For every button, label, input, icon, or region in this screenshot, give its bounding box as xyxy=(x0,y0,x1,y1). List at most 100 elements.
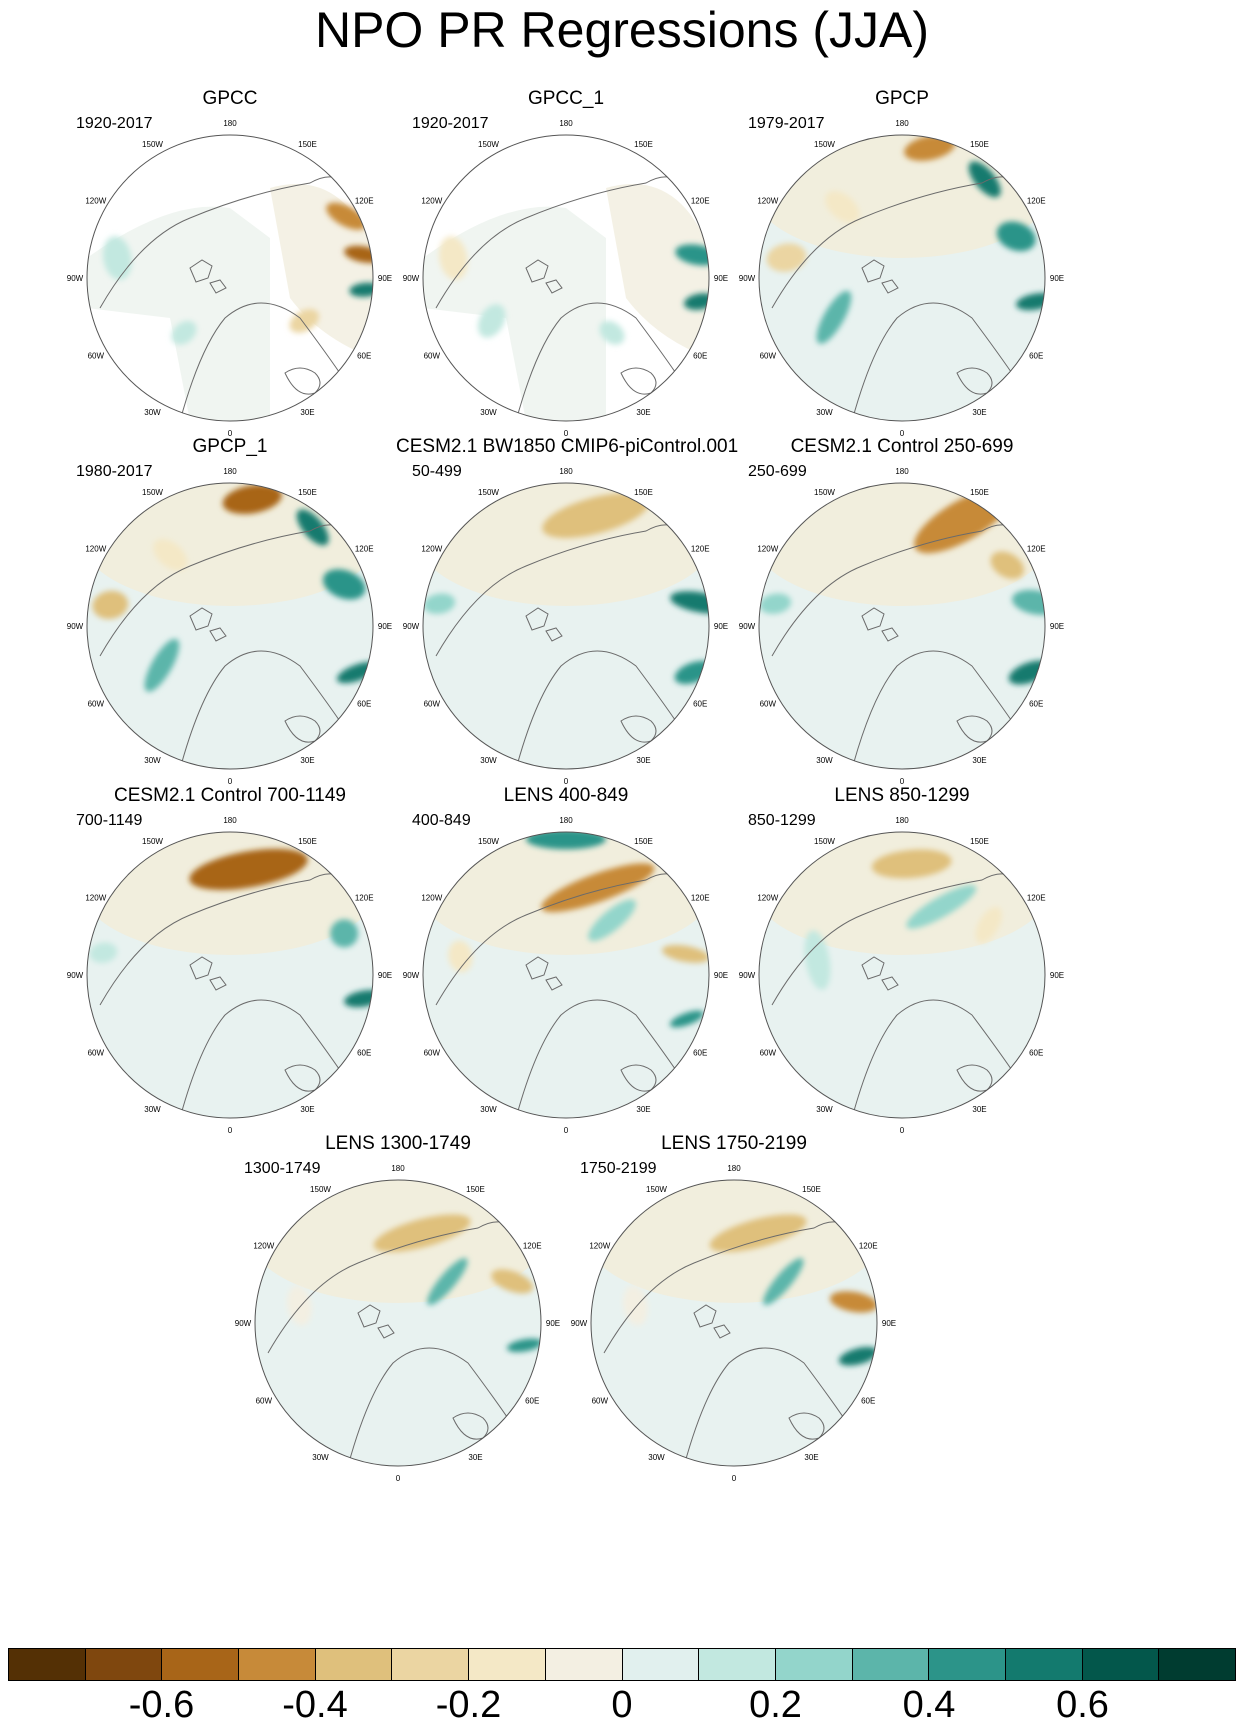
coastline xyxy=(357,1304,395,1339)
longitude-label: 0 xyxy=(564,429,569,438)
panel-period: 1300-1749 xyxy=(244,1160,321,1177)
longitude-label: 90E xyxy=(546,1319,560,1328)
longitude-label: 30W xyxy=(816,1105,833,1114)
coastline xyxy=(189,259,227,294)
longitude-label: 90E xyxy=(378,274,392,283)
map-boundary xyxy=(422,831,710,1119)
colorbar-swatch xyxy=(9,1649,86,1680)
longitude-label: 150E xyxy=(466,1185,485,1194)
colorbar-tick-label: 0.6 xyxy=(1056,1684,1109,1726)
longitude-label: 60E xyxy=(693,352,707,361)
colorbar-tick-label: -0.6 xyxy=(128,1684,195,1726)
panel-title: LENS 1300-1749 xyxy=(325,1133,471,1154)
coastline xyxy=(179,650,351,769)
colorbar-swatch xyxy=(622,1649,700,1680)
longitude-label: 120E xyxy=(523,1242,542,1251)
coastline xyxy=(525,607,563,642)
longitude-label: 30E xyxy=(636,408,650,417)
longitude-label: 60W xyxy=(88,700,105,709)
anomaly-area xyxy=(906,885,977,929)
longitude-label: 150W xyxy=(478,488,499,497)
coastline xyxy=(956,367,993,395)
anomaly-area xyxy=(92,590,129,620)
longitude-label: 30E xyxy=(468,1453,482,1462)
anomaly-area xyxy=(330,919,359,948)
polar-map: 180 150E 120E 90E 60E 30E 0 30W 60W 90W 120W 150W xyxy=(739,467,1064,786)
longitude-label: 150W xyxy=(814,488,835,497)
anomaly-area xyxy=(804,930,831,990)
longitude-label: 120W xyxy=(85,894,106,903)
longitude-label: 90W xyxy=(403,971,420,980)
longitude-label: 30E xyxy=(804,1453,818,1462)
colorbar-tick-label: -0.2 xyxy=(435,1684,502,1726)
coastline xyxy=(189,956,227,991)
longitude-label: 90W xyxy=(67,274,84,283)
longitude-label: 30E xyxy=(636,756,650,765)
longitude-label: 180 xyxy=(559,467,573,476)
panel-title: LENS 1750-2199 xyxy=(661,1133,807,1154)
panel-period: 1750-2199 xyxy=(580,1160,657,1177)
longitude-label: 120W xyxy=(85,197,106,206)
anomaly-area xyxy=(996,221,1036,252)
coastline xyxy=(693,1304,731,1339)
map-panel: 180 150E 120E 90E 60E 30E 0 30W 60W 90W 120W 150W L… xyxy=(228,1133,568,1498)
longitude-label: 90E xyxy=(1050,971,1064,980)
coastline xyxy=(620,715,657,743)
anomaly-area xyxy=(541,863,655,913)
longitude-label: 120W xyxy=(757,894,778,903)
longitude-label: 150W xyxy=(478,837,499,846)
coastline xyxy=(861,956,899,991)
figure-title: NPO PR Regressions (JJA) xyxy=(314,2,930,58)
polar-map: 180 150E 120E 90E 60E 30E 0 30W 60W 90W 120W 150W xyxy=(739,816,1064,1135)
longitude-label: 60E xyxy=(525,1397,539,1406)
map-panel: 180 150E 120E 90E 60E 30E 0 30W 60W 90W 120W 150W G… xyxy=(732,88,1072,453)
polar-map: 180 150E 120E 90E 60E 30E 0 30W 60W 90W 120W 150W xyxy=(67,816,392,1135)
longitude-label: 90E xyxy=(714,971,728,980)
longitude-label: 90W xyxy=(403,274,420,283)
longitude-label: 180 xyxy=(223,467,237,476)
longitude-label: 0 xyxy=(228,429,233,438)
panel-period: 700-1149 xyxy=(76,812,143,829)
panel-title: LENS 400-849 xyxy=(503,785,629,806)
map-boundary xyxy=(422,134,710,422)
longitude-label: 150E xyxy=(970,140,989,149)
longitude-label: 90E xyxy=(714,274,728,283)
anomaly-area xyxy=(662,944,709,963)
field-band xyxy=(759,483,1045,606)
panel-title: GPCP_1 xyxy=(192,436,268,457)
longitude-label: 30W xyxy=(816,756,833,765)
anomaly-area xyxy=(766,243,807,272)
coastline xyxy=(179,302,351,421)
longitude-label: 30W xyxy=(480,1105,497,1114)
anomaly-area xyxy=(326,202,367,230)
longitude-label: 120E xyxy=(1027,545,1046,554)
anomaly-area xyxy=(491,1269,534,1294)
anomaly-area xyxy=(222,484,282,515)
map-boundary xyxy=(758,134,1046,422)
anomaly-area xyxy=(349,282,373,297)
polar-map: 180 150E 120E 90E 60E 30E 0 30W 60W 90W 120W 150W xyxy=(403,119,728,438)
colorbar-swatch xyxy=(545,1649,623,1680)
longitude-label: 150W xyxy=(814,837,835,846)
longitude-label: 90W xyxy=(739,274,756,283)
coastline xyxy=(620,367,657,395)
longitude-label: 30W xyxy=(648,1453,665,1462)
coastline xyxy=(861,607,899,642)
anomaly-area xyxy=(427,1258,468,1306)
longitude-label: 90W xyxy=(403,622,420,631)
longitude-label: 150W xyxy=(142,488,163,497)
polar-map: 180 150E 120E 90E 60E 30E 0 30W 60W 90W 120W 150W xyxy=(67,467,392,786)
colorbar xyxy=(8,1648,1236,1681)
panel-title: GPCC xyxy=(202,88,258,109)
coastline xyxy=(515,302,687,421)
colorbar-swatch xyxy=(1159,1649,1235,1680)
map-boundary xyxy=(758,482,1046,770)
longitude-label: 120E xyxy=(355,197,374,206)
longitude-label: 180 xyxy=(223,816,237,825)
longitude-label: 60W xyxy=(88,1049,105,1058)
coastline xyxy=(525,259,563,294)
anomaly-area xyxy=(344,989,373,1008)
longitude-label: 0 xyxy=(900,777,905,786)
coastline xyxy=(347,1347,519,1466)
polar-map: 180 150E 120E 90E 60E 30E 0 30W 60W 90W 120W 150W xyxy=(235,1164,560,1483)
